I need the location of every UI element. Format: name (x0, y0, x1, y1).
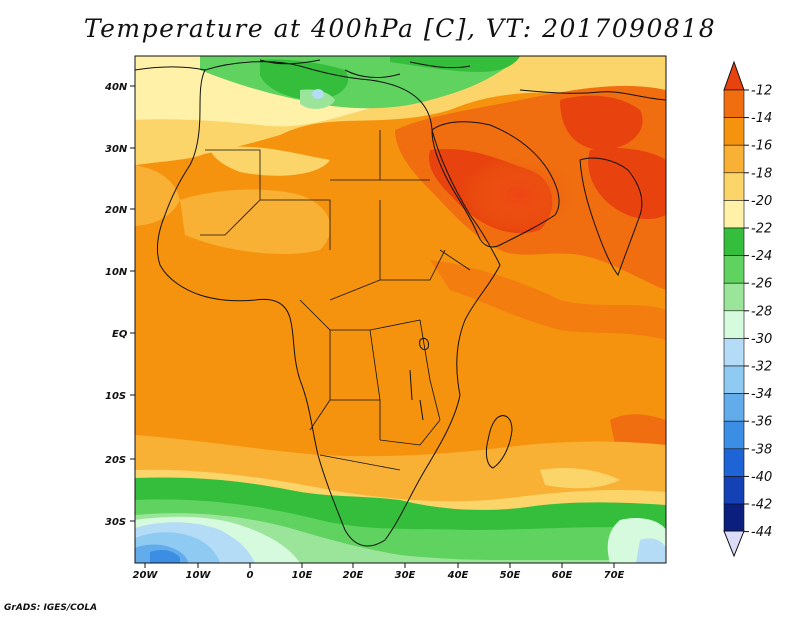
colorbar: -12 -14 -16 -18 -20 -22 -24 -26 -28 -30 -32 -34 -36 -… (723, 60, 772, 558)
x-tick-label: 10W (186, 570, 212, 581)
colorbar-label: -14 (751, 111, 772, 126)
x-tick-label: 30E (395, 570, 416, 581)
y-tick-label: 40N (104, 82, 128, 93)
colorbar-segment (723, 172, 745, 201)
x-tick-label: 70E (604, 570, 625, 581)
plot-area (135, 56, 666, 563)
x-tick-label: 10E (292, 570, 313, 581)
colorbar-label: -44 (751, 525, 772, 540)
colorbar-bottom-arrow (723, 530, 745, 558)
y-tick-label: 20N (105, 205, 128, 216)
x-tick-label: 50E (500, 570, 521, 581)
x-tick-label: 40E (447, 570, 469, 581)
colorbar-segment (723, 282, 745, 312)
colorbar-segment (723, 365, 745, 394)
colorbar-label: -40 (751, 470, 772, 485)
colorbar-segment (723, 227, 745, 256)
colorbar-segment (723, 117, 745, 146)
colorbar-segment (723, 200, 745, 229)
y-tick-label: 10N (105, 267, 128, 278)
colorbar-label: -24 (751, 249, 772, 264)
y-tick-label: 20S (105, 455, 126, 466)
x-tick-label: 20W (133, 570, 159, 581)
colorbar-label: -34 (751, 387, 772, 402)
colorbar-segment (723, 144, 745, 174)
colorbar-segment (723, 476, 745, 505)
colorbar-label: -32 (751, 360, 772, 375)
plot-frame (134, 55, 667, 564)
x-tick-label: 60E (552, 570, 573, 581)
x-tick-label: 20E (343, 570, 364, 581)
colorbar-segment (723, 89, 745, 118)
colorbar-label: -38 (751, 442, 772, 457)
colorbar-label: -28 (751, 304, 772, 319)
colorbar-label: -22 (751, 222, 772, 237)
colorbar-label: -42 (751, 498, 772, 513)
colorbar-segment (723, 255, 745, 284)
colorbar-label: -18 (751, 166, 772, 181)
colorbar-segment (723, 310, 745, 339)
colorbar-label: -20 (751, 194, 772, 209)
y-tick-label: EQ (112, 329, 128, 340)
colorbar-label: -16 (751, 139, 772, 154)
colorbar-label: -30 (751, 332, 772, 347)
colorbar-label: -36 (751, 415, 772, 430)
y-tick-label: 10S (105, 391, 126, 402)
colorbar-label: -12 (751, 84, 772, 99)
colorbar-segment (723, 393, 745, 422)
map-title: Temperature at 400hPa [C], VT: 201709081… (83, 14, 717, 43)
colorbar-label: -26 (751, 277, 772, 292)
y-tick-label: 30S (105, 517, 126, 528)
credit-text: GrADS: IGES/COLA (4, 603, 98, 613)
x-tick-label: 0 (247, 570, 254, 581)
colorbar-segment (723, 503, 745, 532)
colorbar-segment (723, 448, 745, 477)
y-tick-label: 30N (105, 144, 128, 155)
colorbar-top-arrow (723, 60, 745, 91)
colorbar-segment (723, 420, 745, 450)
colorbar-segment (723, 338, 745, 367)
